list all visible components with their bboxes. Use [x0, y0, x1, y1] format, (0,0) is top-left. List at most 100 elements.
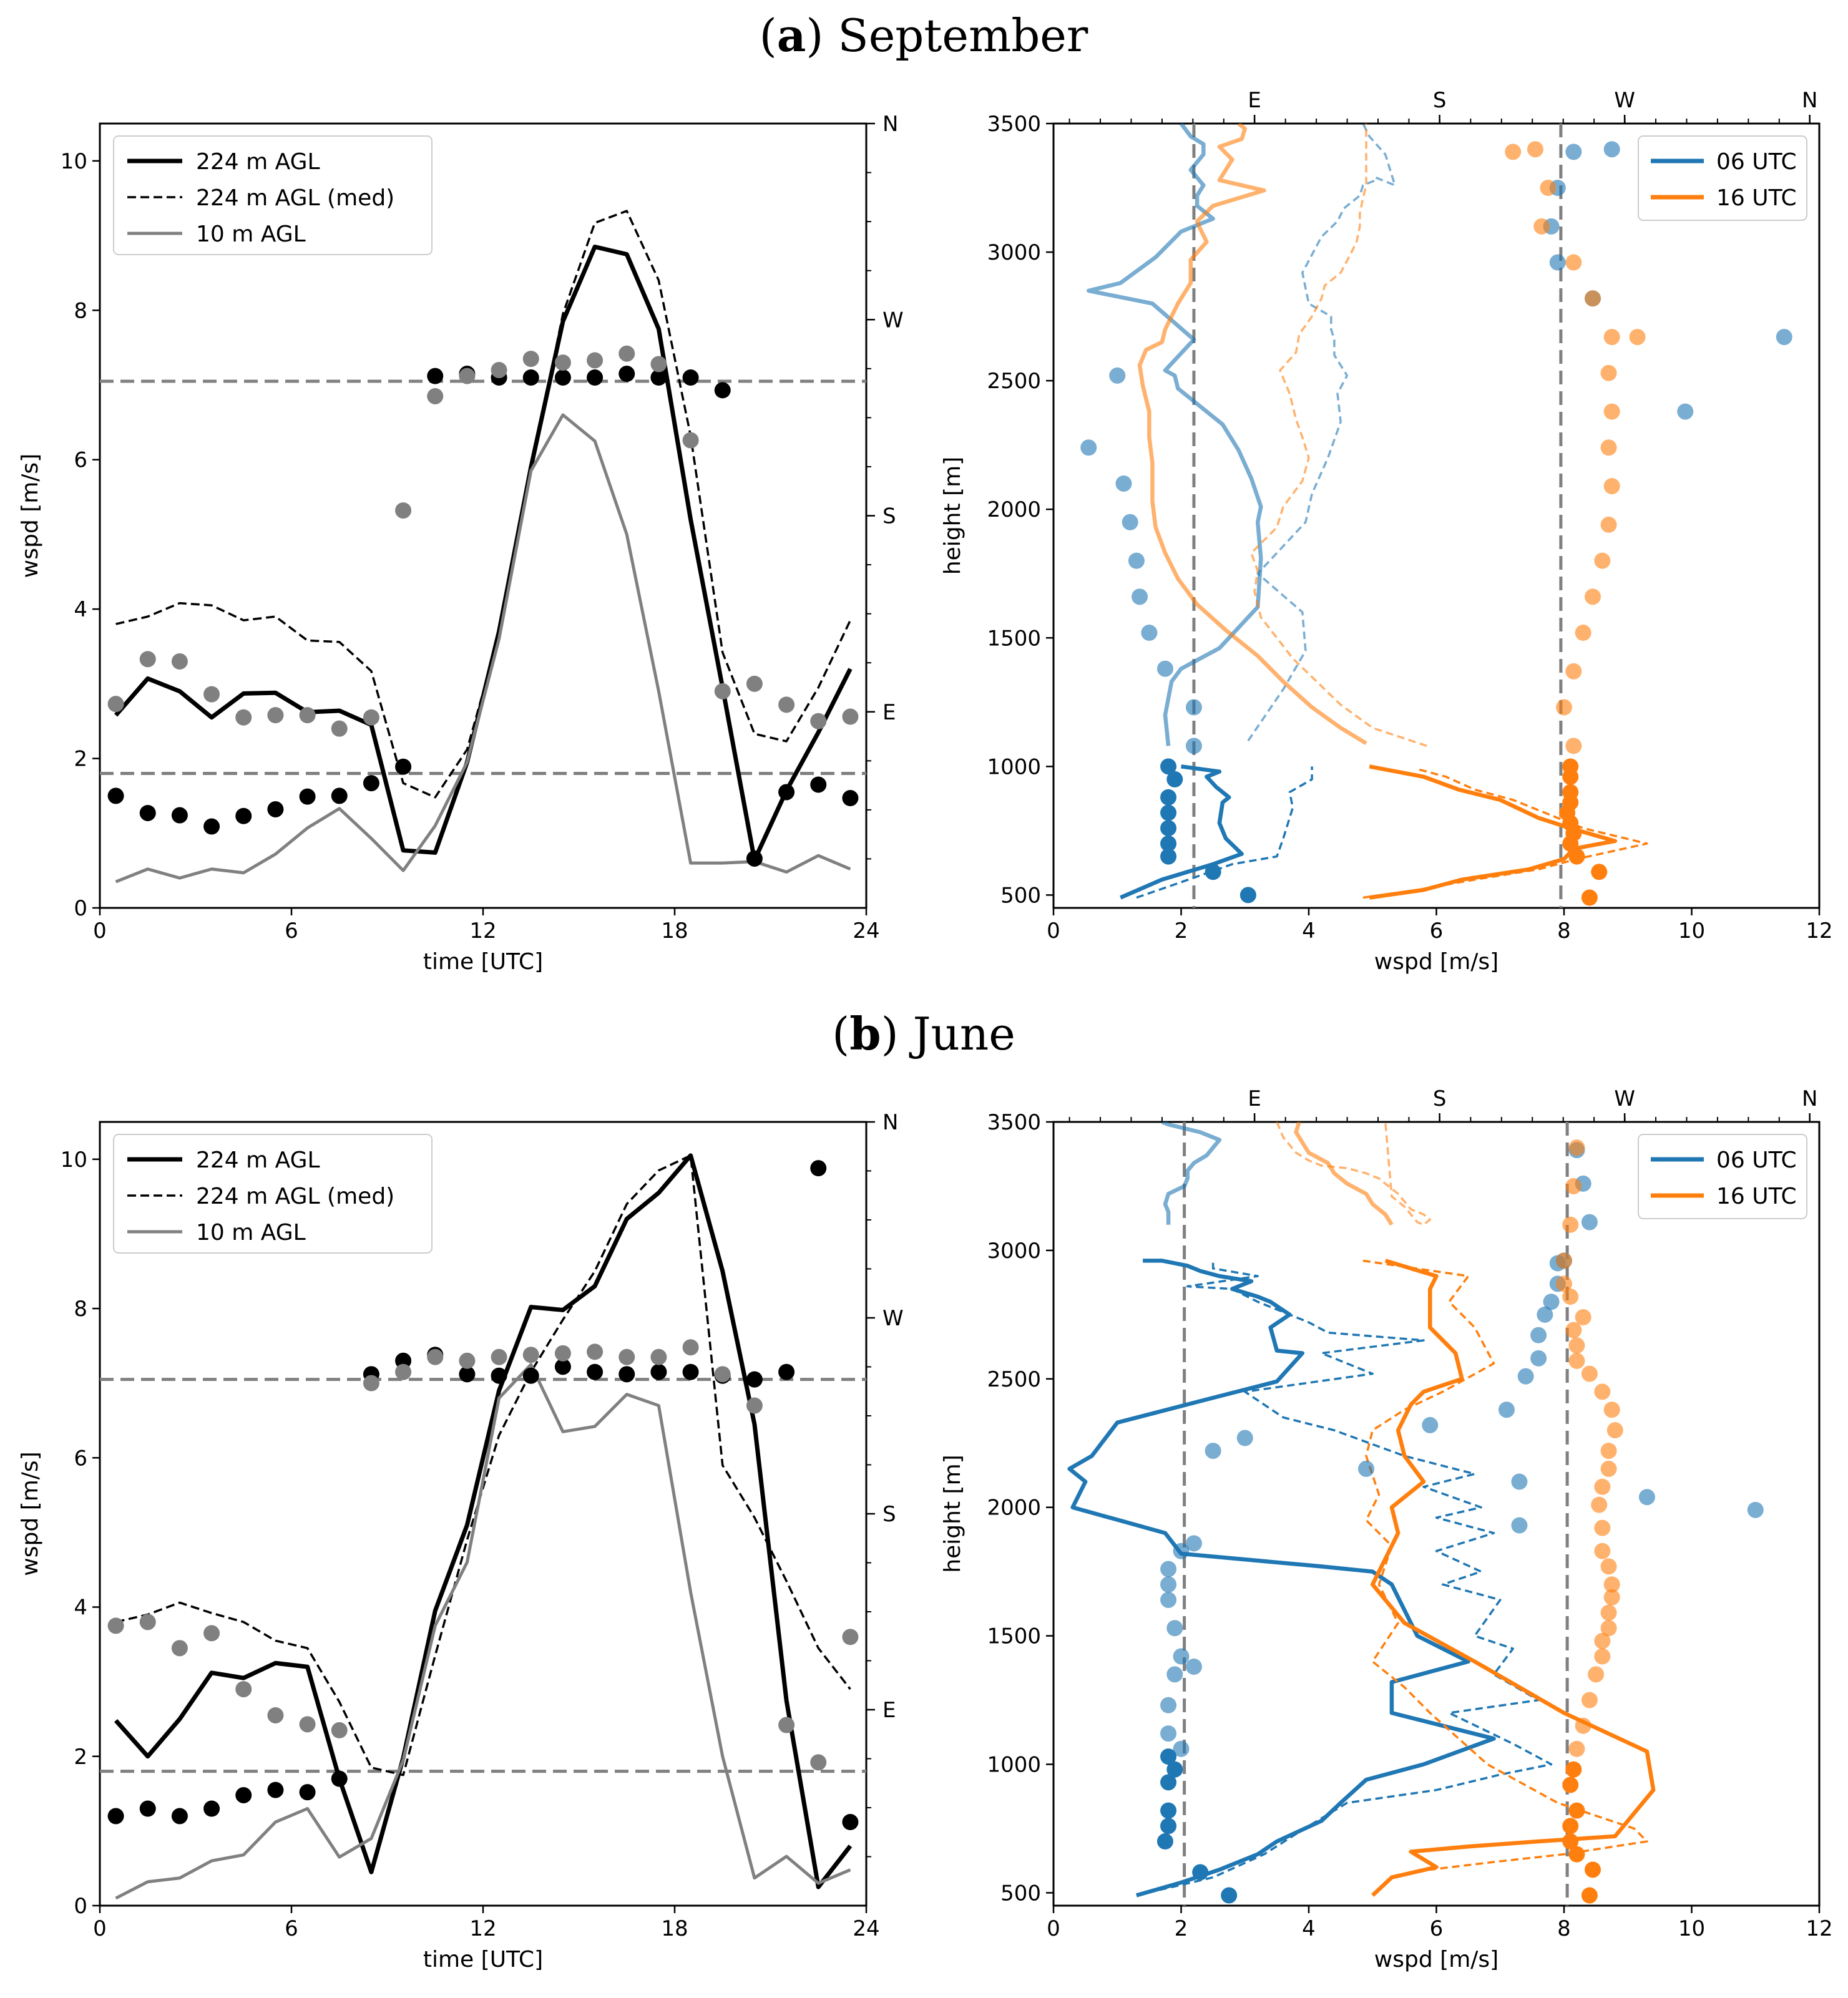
dir-point: [1115, 475, 1132, 492]
dir-point-224m: [107, 1808, 124, 1825]
legend-label: 224 m AGL: [196, 149, 320, 175]
legend-label: 10 m AGL: [196, 1220, 306, 1245]
legend-box: [113, 135, 433, 255]
dir-point: [1505, 144, 1522, 160]
dir-point: [1556, 699, 1572, 716]
dir-point-10m: [522, 1347, 539, 1363]
line-10m: [115, 413, 851, 884]
dir-point-224m: [395, 1352, 412, 1369]
dir-point: [1160, 1725, 1177, 1742]
dir-point: [1549, 254, 1566, 271]
profile-line: [1369, 764, 1618, 900]
dir-point: [1192, 1864, 1209, 1881]
dir-point: [1565, 738, 1582, 754]
profile-line: [1371, 1259, 1656, 1897]
legend-label: 224 m AGL (med): [196, 1184, 394, 1209]
dir-point: [1562, 1776, 1579, 1793]
dir-point: [1591, 864, 1608, 880]
dir-point-224m: [459, 1366, 476, 1383]
dir-point: [1565, 1177, 1582, 1194]
dir-point: [1160, 1697, 1177, 1713]
x-tick-label: 6: [1430, 919, 1444, 943]
dir-point: [1603, 478, 1620, 495]
x-axis-label: time [UTC]: [423, 1947, 543, 1972]
dir-point: [1581, 1887, 1598, 1904]
y-tick-label: 2500: [987, 1367, 1041, 1392]
dir-point: [1160, 1576, 1177, 1593]
x2-tick-label: S: [1433, 88, 1447, 113]
y-tick-label: 10: [61, 1148, 87, 1172]
dir-point: [1160, 1774, 1177, 1791]
profile-line: [1247, 124, 1396, 742]
x-tick-label: 8: [1557, 919, 1571, 943]
line-224m-median: [115, 210, 851, 799]
y-tick-label: 3500: [987, 1110, 1041, 1135]
dir-point-10m: [203, 686, 220, 703]
profile-line: [1136, 1260, 1553, 1897]
legend-label: 224 m AGL (med): [196, 185, 394, 211]
dir-point: [1166, 1666, 1183, 1683]
y-tick-label: 6: [74, 1446, 87, 1471]
dir-point: [1132, 588, 1148, 605]
dir-point: [1776, 329, 1792, 346]
dir-point: [1556, 1275, 1572, 1292]
x-tick-label: 6: [285, 1916, 298, 1941]
legend-label: 06 UTC: [1716, 1148, 1797, 1173]
dir-point-10m: [810, 713, 827, 729]
dir-point-10m: [363, 1375, 379, 1391]
dir-point-224m: [235, 807, 252, 824]
profile-line: [1362, 1259, 1648, 1871]
dir-point: [1205, 864, 1221, 880]
x2-tick-label: S: [1433, 1086, 1447, 1111]
dir-point: [1185, 1535, 1202, 1552]
y-tick-label: 1500: [987, 626, 1041, 651]
plot-frame: [1052, 1121, 1821, 1907]
legend-label: 10 m AGL: [196, 222, 306, 247]
dir-point: [1160, 835, 1177, 852]
dir-point: [1173, 1740, 1190, 1757]
dir-point-224m: [363, 775, 379, 792]
dir-point: [1677, 403, 1694, 420]
dir-point: [1603, 1589, 1620, 1606]
x-tick-label: 0: [1047, 1916, 1060, 1941]
dir-point: [1568, 1352, 1585, 1369]
dir-point-224m: [427, 368, 444, 384]
dir-point: [1581, 889, 1598, 906]
y-tick-label: 8: [74, 298, 87, 323]
dir-point: [1585, 290, 1601, 307]
dir-point: [1185, 738, 1202, 754]
profile-line: [1362, 768, 1648, 899]
y-tick-label: 2: [74, 747, 87, 772]
dir-point-224m: [714, 382, 731, 399]
dir-point: [1594, 1519, 1611, 1536]
legend-box: [113, 1134, 433, 1254]
x-tick-label: 2: [1175, 919, 1188, 943]
dir-point: [1221, 1887, 1238, 1904]
dir-point: [1594, 1648, 1611, 1665]
y-tick-label: 3500: [987, 112, 1041, 137]
title-b-text: June: [909, 1008, 1015, 1060]
dir-point-10m: [203, 1625, 220, 1642]
dir-point: [1160, 758, 1177, 775]
x-tick-label: 10: [1678, 919, 1705, 943]
dir-point-10m: [107, 1617, 124, 1634]
dir-point: [1122, 514, 1138, 530]
dir-point: [1160, 820, 1177, 837]
dir-point: [1530, 1350, 1547, 1367]
x2-tick-label: W: [1614, 1086, 1635, 1111]
dir-point: [1594, 1542, 1611, 1559]
dir-point: [1568, 848, 1585, 865]
y-tick-label: 3000: [987, 240, 1041, 265]
plot-area: [1080, 124, 1792, 908]
dir-point: [1581, 1692, 1598, 1708]
profile-line: [1136, 766, 1313, 899]
dir-point-10m: [714, 1366, 731, 1383]
dir-point: [1600, 439, 1617, 456]
dir-point: [1585, 588, 1601, 605]
dir-point-224m: [139, 804, 156, 821]
y-tick-label: 4: [74, 597, 87, 622]
y-tick-label: 6: [74, 448, 87, 473]
dir-point-224m: [107, 787, 124, 804]
dir-point-10m: [171, 1640, 188, 1657]
dir-point: [1594, 1478, 1611, 1495]
